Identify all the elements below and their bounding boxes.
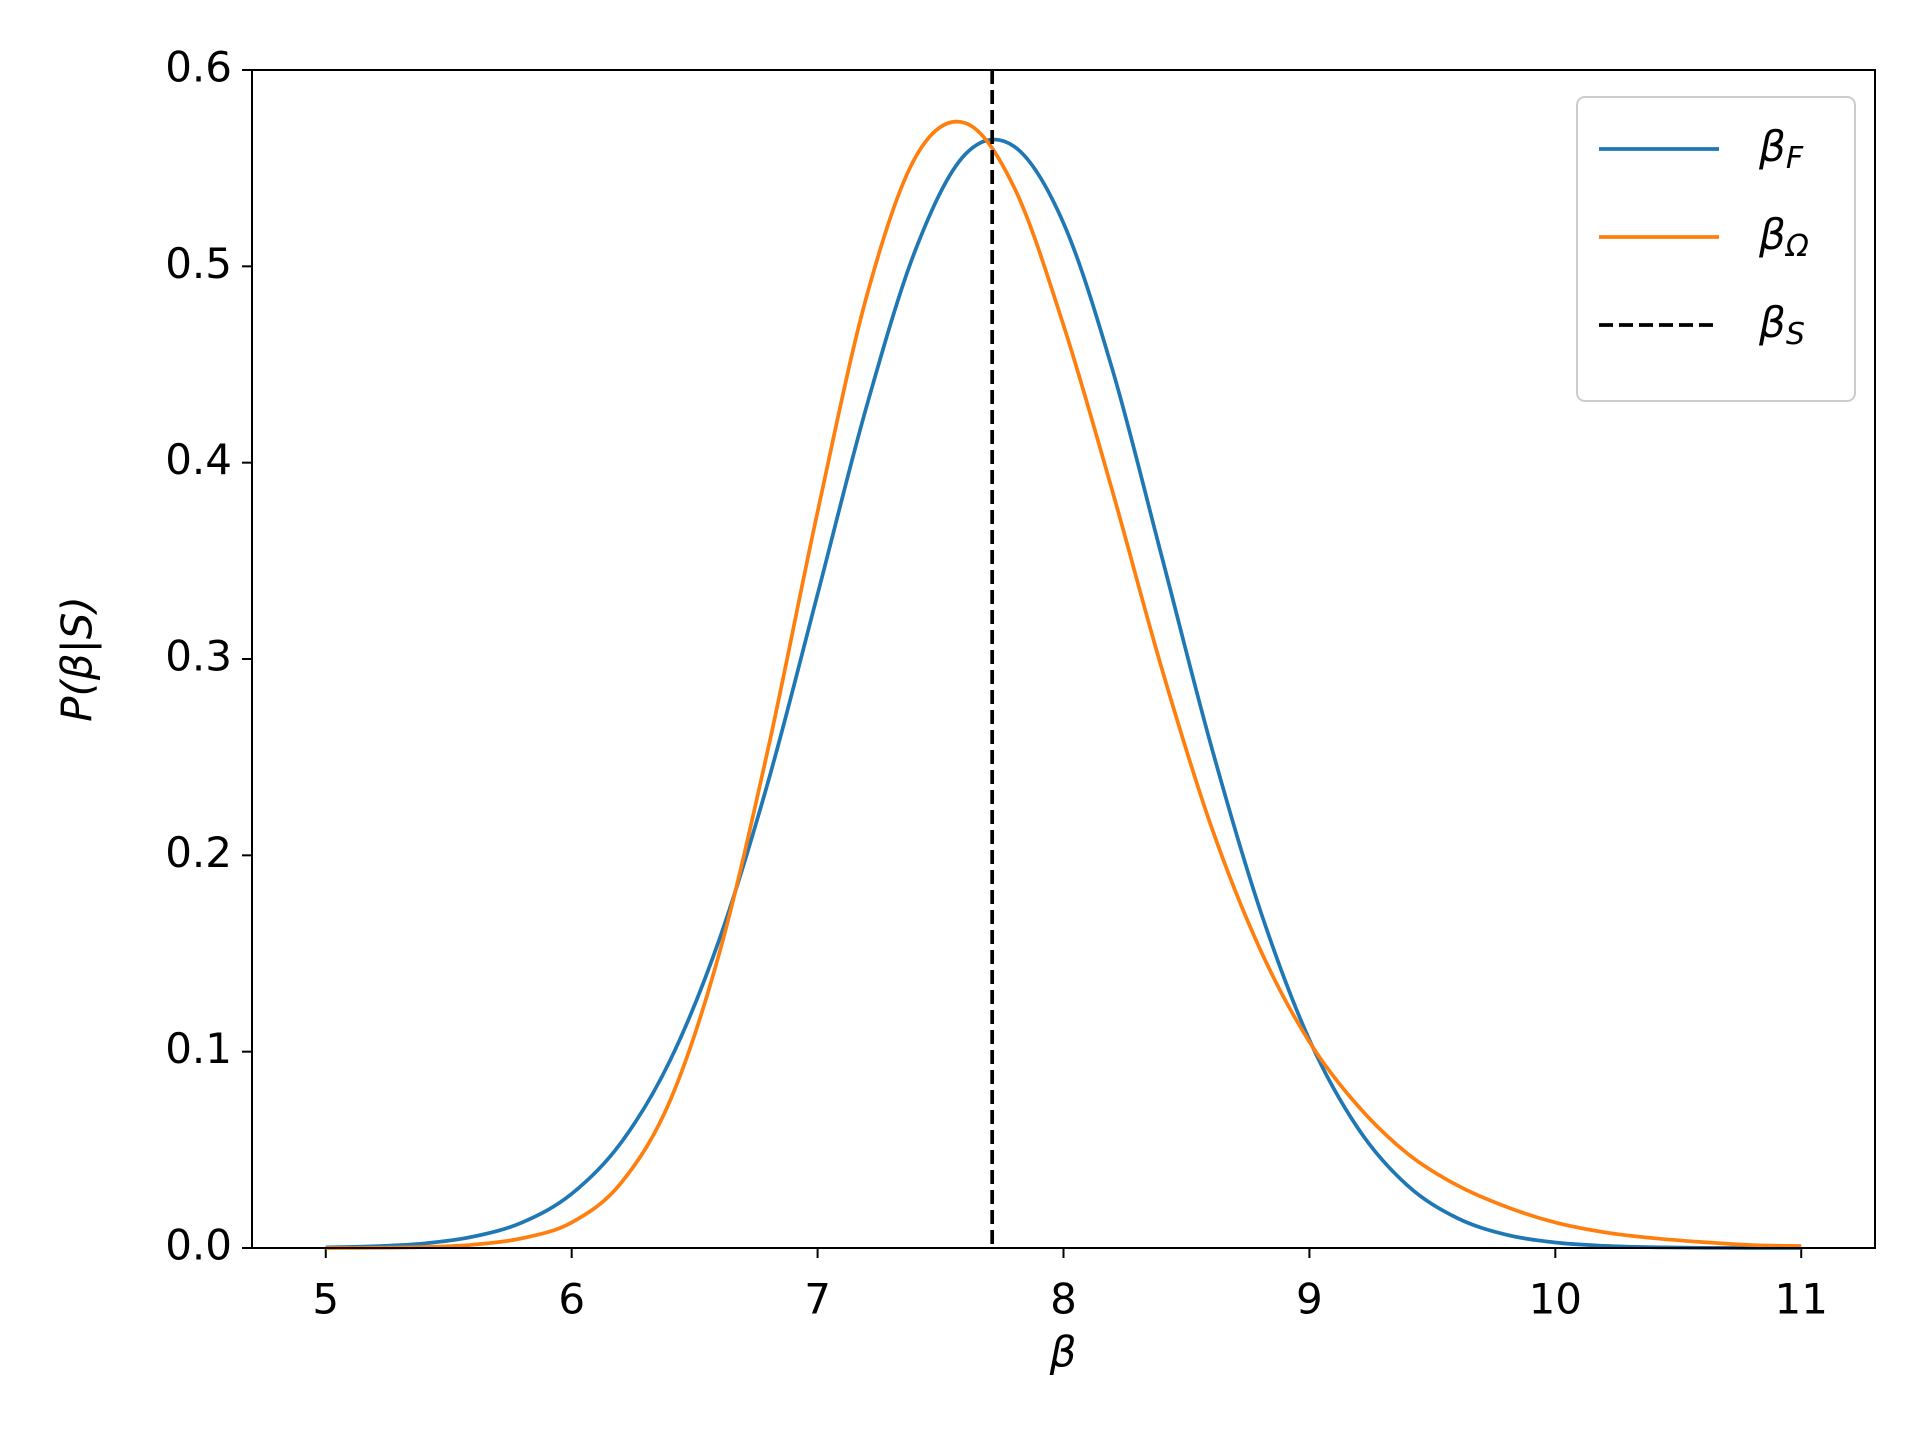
legend-label: βS [1758, 298, 1805, 352]
x-tick-label: 6 [558, 1275, 585, 1324]
legend-label: βΩ [1758, 210, 1809, 264]
y-tick-label: 0.4 [165, 435, 232, 484]
y-tick-label: 0.2 [165, 828, 232, 877]
x-tick-label: 9 [1296, 1275, 1323, 1324]
x-tick-label: 7 [804, 1275, 831, 1324]
x-axis-label: β [1049, 1328, 1077, 1377]
x-tick-label: 8 [1050, 1275, 1077, 1324]
series-line [325, 119, 1802, 1250]
legend-label: βF [1758, 122, 1804, 176]
legend-box [1576, 96, 1856, 402]
x-tick-label: 11 [1775, 1275, 1828, 1324]
y-axis-label: P(β|S) [53, 596, 102, 722]
y-tick-label: 0.3 [165, 632, 232, 681]
y-tick-label: 0.1 [165, 1024, 232, 1073]
x-tick-label: 10 [1529, 1275, 1582, 1324]
plot-frame [251, 69, 1876, 1249]
x-tick-label: 5 [312, 1275, 339, 1324]
y-tick-label: 0.6 [165, 43, 232, 92]
y-tick-label: 0.0 [165, 1221, 232, 1270]
y-tick-label: 0.5 [165, 239, 232, 288]
series-line [325, 137, 1802, 1250]
